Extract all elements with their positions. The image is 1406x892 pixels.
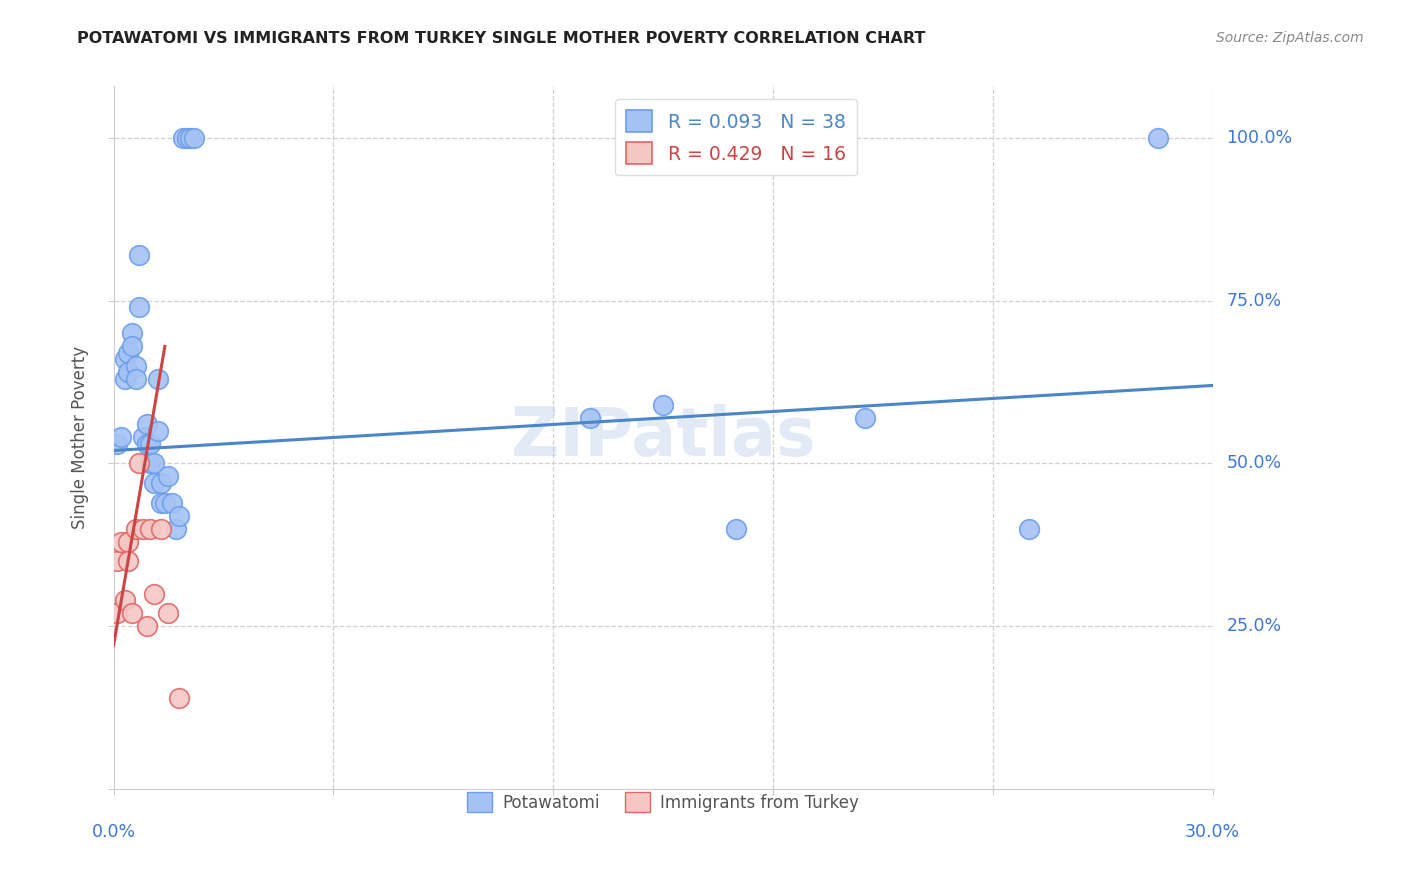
Point	[110, 534, 132, 549]
Point	[128, 457, 150, 471]
Point	[105, 437, 128, 451]
Point	[142, 586, 165, 600]
Point	[114, 372, 136, 386]
Point	[146, 372, 169, 386]
Point	[132, 430, 155, 444]
Point	[169, 508, 191, 523]
Point	[105, 606, 128, 620]
Point	[172, 131, 194, 145]
Point	[578, 411, 600, 425]
Text: 25.0%: 25.0%	[1226, 617, 1282, 635]
Point	[160, 495, 183, 509]
Point	[121, 339, 143, 353]
Point	[157, 606, 180, 620]
Point	[1018, 521, 1040, 535]
Text: 75.0%: 75.0%	[1226, 292, 1282, 310]
Y-axis label: Single Mother Poverty: Single Mother Poverty	[72, 346, 89, 529]
Text: 30.0%: 30.0%	[1185, 823, 1240, 841]
Point	[114, 352, 136, 367]
Text: 0.0%: 0.0%	[91, 823, 135, 841]
Text: 100.0%: 100.0%	[1226, 129, 1292, 147]
Point	[157, 469, 180, 483]
Point	[128, 301, 150, 315]
Point	[117, 366, 139, 380]
Point	[135, 619, 157, 633]
Point	[128, 248, 150, 262]
Point	[110, 430, 132, 444]
Point	[121, 326, 143, 341]
Point	[124, 359, 146, 373]
Point	[124, 521, 146, 535]
Point	[105, 554, 128, 568]
Text: POTAWATOMI VS IMMIGRANTS FROM TURKEY SINGLE MOTHER POVERTY CORRELATION CHART: POTAWATOMI VS IMMIGRANTS FROM TURKEY SIN…	[77, 31, 925, 46]
Point	[169, 690, 191, 705]
Point	[132, 521, 155, 535]
Point	[117, 554, 139, 568]
Point	[153, 495, 176, 509]
Point	[142, 475, 165, 490]
Point	[139, 457, 162, 471]
Point	[179, 131, 201, 145]
Text: Source: ZipAtlas.com: Source: ZipAtlas.com	[1216, 31, 1364, 45]
Point	[142, 457, 165, 471]
Point	[121, 606, 143, 620]
Point	[176, 131, 198, 145]
Text: ZIPatlas: ZIPatlas	[510, 404, 815, 470]
Point	[150, 475, 173, 490]
Point	[150, 521, 173, 535]
Point	[139, 521, 162, 535]
Point	[853, 411, 876, 425]
Point	[117, 346, 139, 360]
Point	[165, 521, 187, 535]
Legend: Potawatomi, Immigrants from Turkey: Potawatomi, Immigrants from Turkey	[461, 785, 866, 819]
Point	[124, 372, 146, 386]
Point	[135, 417, 157, 432]
Text: 50.0%: 50.0%	[1226, 455, 1282, 473]
Point	[652, 398, 675, 412]
Point	[183, 131, 205, 145]
Point	[725, 521, 748, 535]
Point	[150, 495, 173, 509]
Point	[114, 593, 136, 607]
Point	[1146, 131, 1168, 145]
Point	[139, 437, 162, 451]
Point	[146, 424, 169, 438]
Point	[135, 437, 157, 451]
Point	[117, 534, 139, 549]
